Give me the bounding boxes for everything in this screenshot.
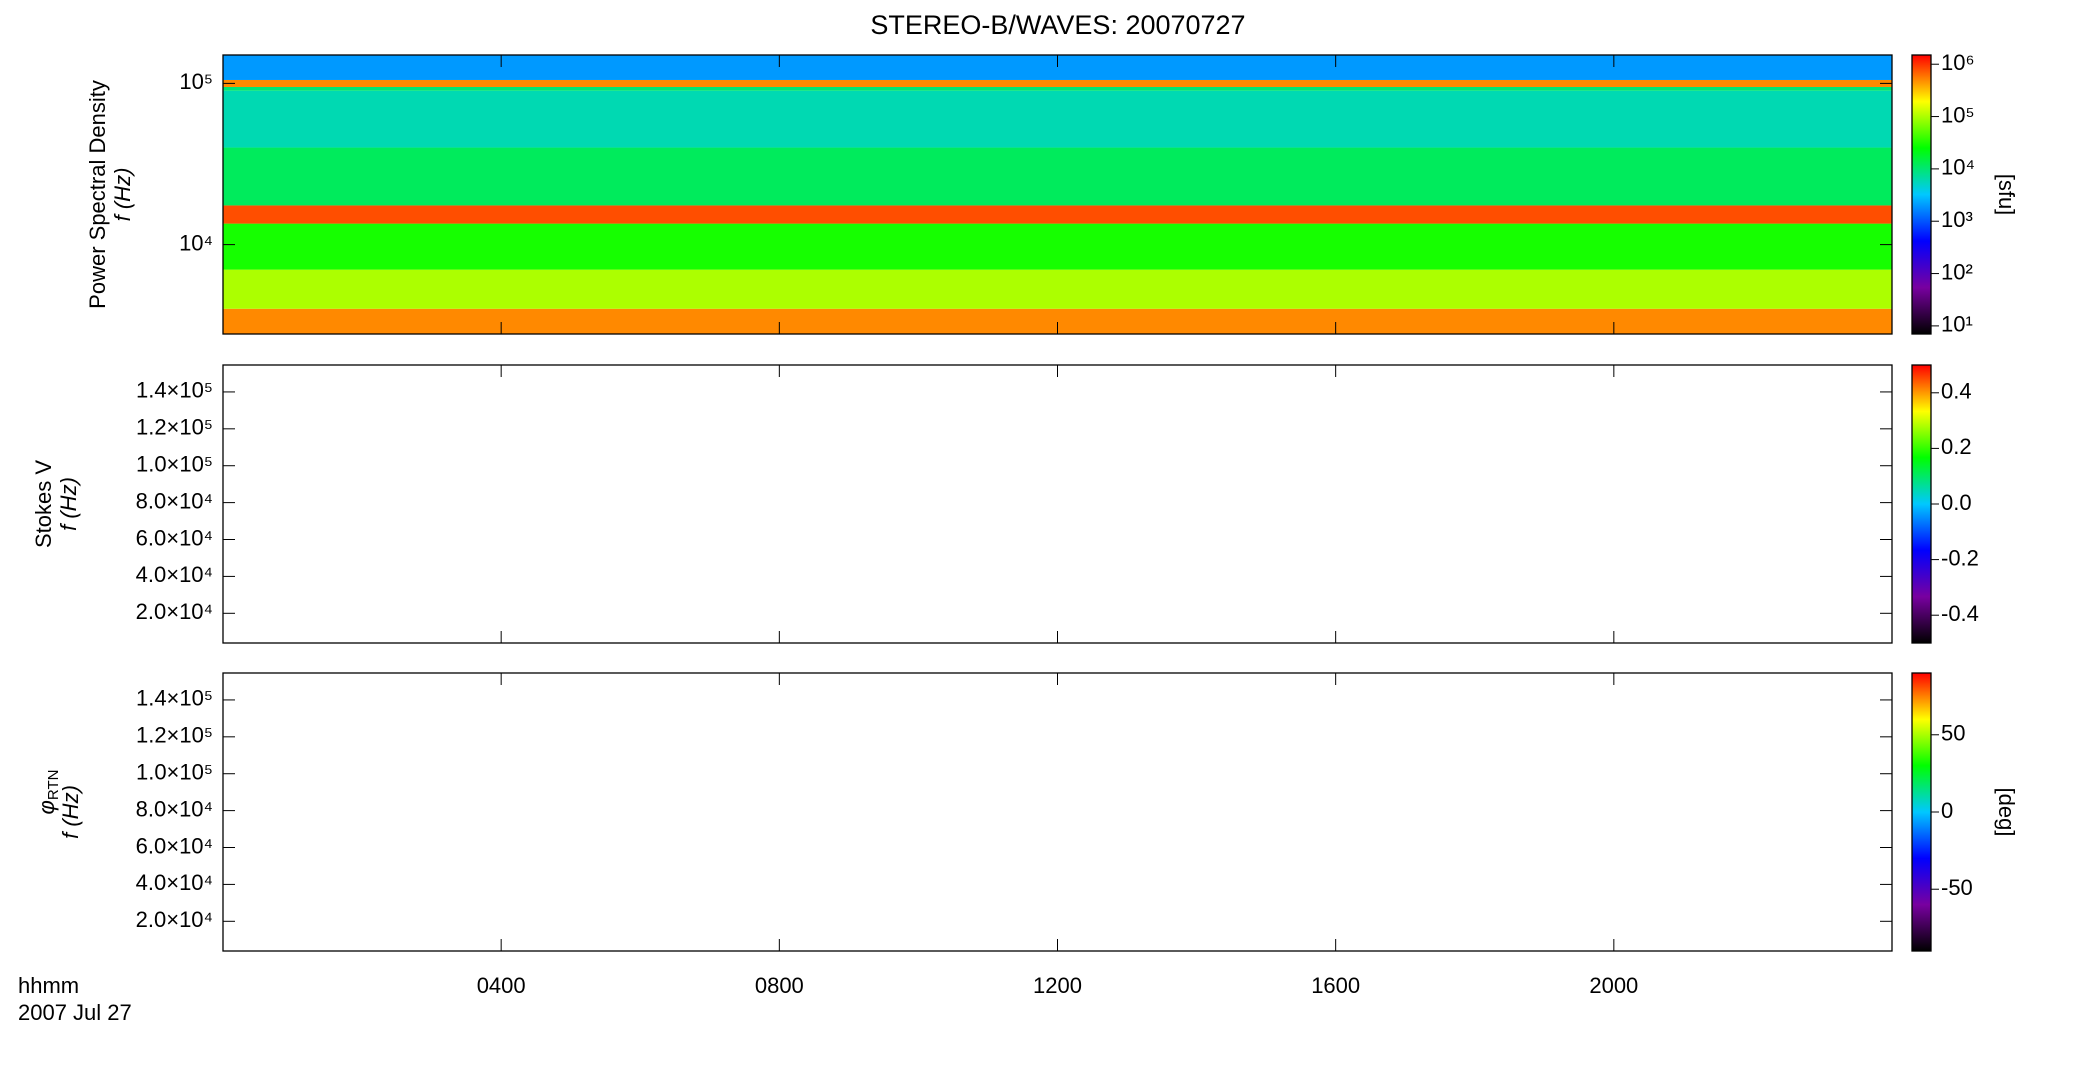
colorbar-tick-label: 10¹ <box>1941 312 1973 337</box>
colorbar <box>1911 672 1932 952</box>
y-tick-label: 1.2×10⁵ <box>136 415 213 440</box>
colorbar-label: [sfu] <box>1994 174 2019 216</box>
colorbar-tick-label: 10⁴ <box>1941 155 1975 180</box>
y-tick-label: 1.0×10⁵ <box>136 452 213 477</box>
y-tick-label: 8.0×10⁴ <box>136 796 213 821</box>
heatmap-cell <box>223 79 1892 87</box>
y-axis-symbol: φ <box>34 800 59 814</box>
y-tick-label: 8.0×10⁴ <box>136 488 213 513</box>
colorbar-label: [deg] <box>1994 788 2019 837</box>
x-tick-label: 2000 <box>1589 973 1638 998</box>
colorbar-tick-label: -50 <box>1941 875 1973 900</box>
colorbar-tick-label: 0.2 <box>1941 434 1972 459</box>
y-tick-label: 2.0×10⁴ <box>136 907 213 932</box>
y-tick-label: 6.0×10⁴ <box>136 525 213 550</box>
y-tick-label: 10⁴ <box>179 230 213 255</box>
x-tick-label: 1600 <box>1311 973 1360 998</box>
heatmap-cell <box>223 147 1892 206</box>
colorbar <box>1911 364 1932 644</box>
y-axis-label: f (Hz) <box>58 785 83 839</box>
colorbar-tick-label: 10⁶ <box>1941 50 1975 75</box>
y-axis-label: f (Hz) <box>56 477 81 531</box>
colorbar-tick-label: 50 <box>1941 721 1965 746</box>
y-axis-label: Power Spectral Density <box>85 80 110 309</box>
y-tick-label: 4.0×10⁴ <box>136 870 213 895</box>
x-axis-label: hhmm <box>18 973 79 998</box>
y-axis-subscript: RTN <box>45 770 62 801</box>
y-tick-label: 1.0×10⁵ <box>136 760 213 785</box>
x-tick-label: 0400 <box>477 973 526 998</box>
y-tick-label: 2.0×10⁴ <box>136 599 213 624</box>
colorbar-tick-label: -0.4 <box>1941 601 1979 626</box>
y-tick-label: 1.4×10⁵ <box>136 686 213 711</box>
heatmap-cell <box>223 90 1892 148</box>
y-tick-label: 6.0×10⁴ <box>136 833 213 858</box>
heatmap-cell <box>223 86 1892 91</box>
colorbar-tick-label: 10⁵ <box>1941 102 1975 127</box>
y-axis-label: Stokes V <box>31 460 56 548</box>
colorbar <box>1911 54 1932 335</box>
colorbar-tick-label: 10³ <box>1941 207 1973 232</box>
y-tick-label: 1.2×10⁵ <box>136 723 213 748</box>
colorbar-tick-label: 0.4 <box>1941 379 1972 404</box>
x-tick-label: 0800 <box>755 973 804 998</box>
figure-title: STEREO-B/WAVES: 20070727 <box>870 10 1245 40</box>
colorbar-tick-label: 0.0 <box>1941 490 1972 515</box>
y-axis-label: φRTN <box>34 770 62 815</box>
colorbar-tick-label: -0.2 <box>1941 545 1979 570</box>
y-axis-label: f (Hz) <box>110 168 135 222</box>
y-tick-label: 1.4×10⁵ <box>136 378 213 403</box>
colorbar-tick-label: 0 <box>1941 798 1953 823</box>
heatmap-cell <box>223 223 1892 270</box>
x-tick-label: 1200 <box>1033 973 1082 998</box>
heatmap-cell <box>223 269 1892 309</box>
colorbar-tick-label: 10² <box>1941 259 1973 284</box>
x-axis-label: 2007 Jul 27 <box>18 1000 132 1025</box>
heatmap-cell <box>223 205 1892 224</box>
y-tick-label: 10⁵ <box>179 69 213 94</box>
y-tick-label: 4.0×10⁴ <box>136 562 213 587</box>
